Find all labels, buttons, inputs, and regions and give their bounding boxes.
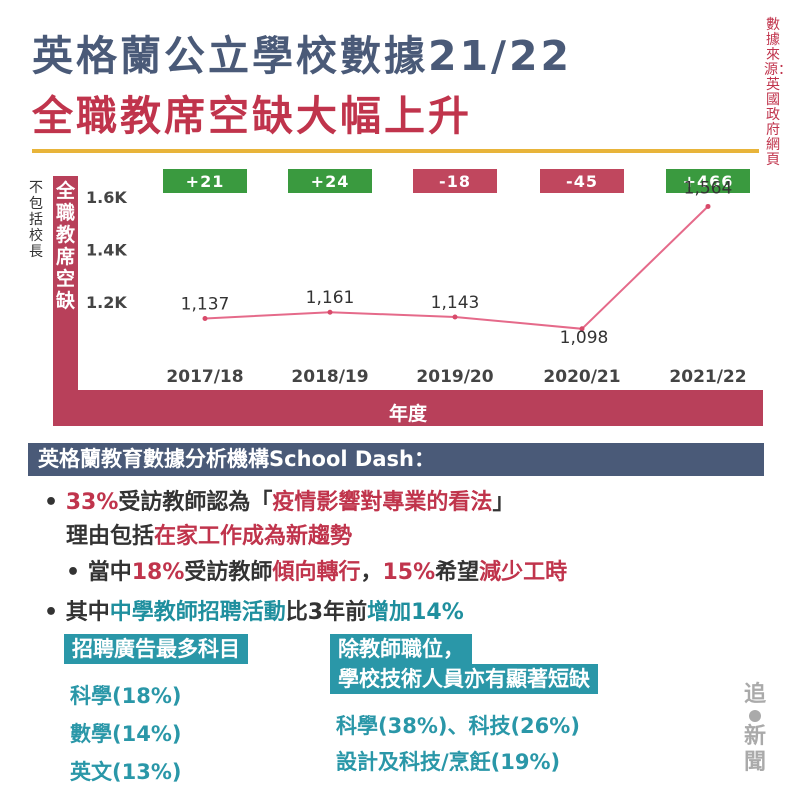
reason-text: 理由包括: [66, 524, 155, 549]
bullet-dot: •: [44, 490, 59, 515]
bullet-2-text-3: 希望: [435, 560, 480, 585]
career-change-highlight: 傾向轉行: [272, 560, 361, 585]
technician-shortage-header-2: 學校技術人員亦有顯著短缺: [330, 664, 598, 694]
data-point: [452, 314, 458, 320]
x-tick-label: 2021/22: [669, 367, 746, 387]
change-badge-label: +21: [186, 172, 225, 191]
bullet-3: • 其中中學教師招聘活動比3年前增加14%: [44, 594, 464, 626]
logo-bottom: 新聞: [743, 724, 766, 775]
bullet-1-line-1: • 33%受訪教師認為「疫情影響對專業的看法」: [44, 484, 514, 516]
reason-highlight: 在家工作成為新趨勢: [154, 524, 353, 549]
data-point: [579, 326, 585, 332]
change-badge: [163, 169, 247, 193]
bullet-dot: •: [66, 560, 81, 585]
reduce-hours-highlight: 減少工時: [479, 560, 568, 585]
bullet-3-text-2: 比3年前: [285, 600, 368, 625]
y-axis-label: 全職教席空缺: [53, 176, 78, 391]
change-badge-label: -18: [439, 172, 471, 191]
title-divider: [32, 149, 759, 153]
change-badge-label: -45: [566, 172, 598, 191]
logo-top: 追: [743, 682, 766, 707]
data-point: [705, 203, 711, 209]
y-tick-label: 1.2K: [86, 293, 127, 312]
x-tick-label: 2020/21: [543, 367, 620, 387]
bullet-2-text-2: 受訪教師: [184, 560, 273, 585]
data-label: 1,564: [684, 178, 733, 198]
analysis-header: 英格蘭教育數據分析機構School Dash：: [28, 443, 764, 476]
bullet-1-text: 受訪教師認為「: [118, 490, 273, 515]
subject-item: 數學(14%): [70, 722, 182, 746]
technician-item: 科學(38%)、科技(26%): [336, 714, 580, 738]
technician-shortage-header-1: 除教師職位，: [330, 634, 472, 664]
logo-dot: [749, 710, 761, 722]
bullet-2: • 當中18%受訪教師傾向轉行，15%希望減少工時: [66, 554, 567, 586]
subject-item: 科學(18%): [70, 684, 182, 708]
bullet-1-line-2: 理由包括在家工作成為新趨勢: [66, 518, 352, 550]
bullet-dot: •: [44, 600, 59, 625]
y-tick-label: 1.6K: [86, 188, 127, 207]
data-point: [327, 309, 333, 315]
data-point: [202, 316, 208, 322]
recruitment-highlight: 中學教師招聘活動: [109, 600, 286, 625]
change-badge: [540, 169, 624, 193]
increase-highlight: 增加14%: [367, 600, 464, 625]
bullet-2-comma: ，: [360, 560, 383, 585]
subject-item: 英文(13%): [70, 760, 182, 784]
vacancy-line-chart: 1.2K 1.4K 1.6K +21 +24 -18 -45 +466 1,137 1,161 1,…: [86, 169, 750, 387]
stat-18: 18%: [131, 560, 185, 585]
top-subjects-header: 招聘廣告最多科目: [64, 634, 248, 664]
main-title: 英格蘭公立學校數據21/22: [32, 32, 573, 80]
data-label: 1,137: [181, 295, 230, 315]
bullet-1-close: 」: [492, 490, 515, 515]
bullet-1-highlight: 疫情影響對專業的看法: [272, 490, 493, 515]
y-tick-label: 1.4K: [86, 241, 127, 260]
stat-15: 15%: [382, 560, 436, 585]
x-axis-label: 年度: [53, 390, 763, 426]
change-badge: [666, 169, 750, 193]
x-tick-label: 2019/20: [416, 367, 493, 387]
brand-logo: 追 新聞: [740, 682, 770, 776]
x-tick-label: 2018/19: [291, 367, 368, 387]
bullet-3-text: 其中: [65, 600, 110, 625]
stat-33: 33%: [65, 490, 119, 515]
data-label: 1,161: [306, 288, 355, 308]
change-badge-label: +466: [683, 172, 734, 191]
change-badge: [288, 169, 372, 193]
data-label: 1,143: [431, 293, 480, 313]
x-tick-label: 2017/18: [166, 367, 243, 387]
subtitle: 全職教席空缺大幅上升: [32, 92, 472, 140]
change-badge-label: +24: [311, 172, 350, 191]
change-badge: [413, 169, 497, 193]
data-label: 1,098: [560, 328, 609, 348]
technician-item: 設計及科技/烹飪(19%): [336, 750, 561, 774]
exclusion-note: 不包括校長: [29, 180, 43, 260]
bullet-2-text: 當中: [87, 560, 132, 585]
